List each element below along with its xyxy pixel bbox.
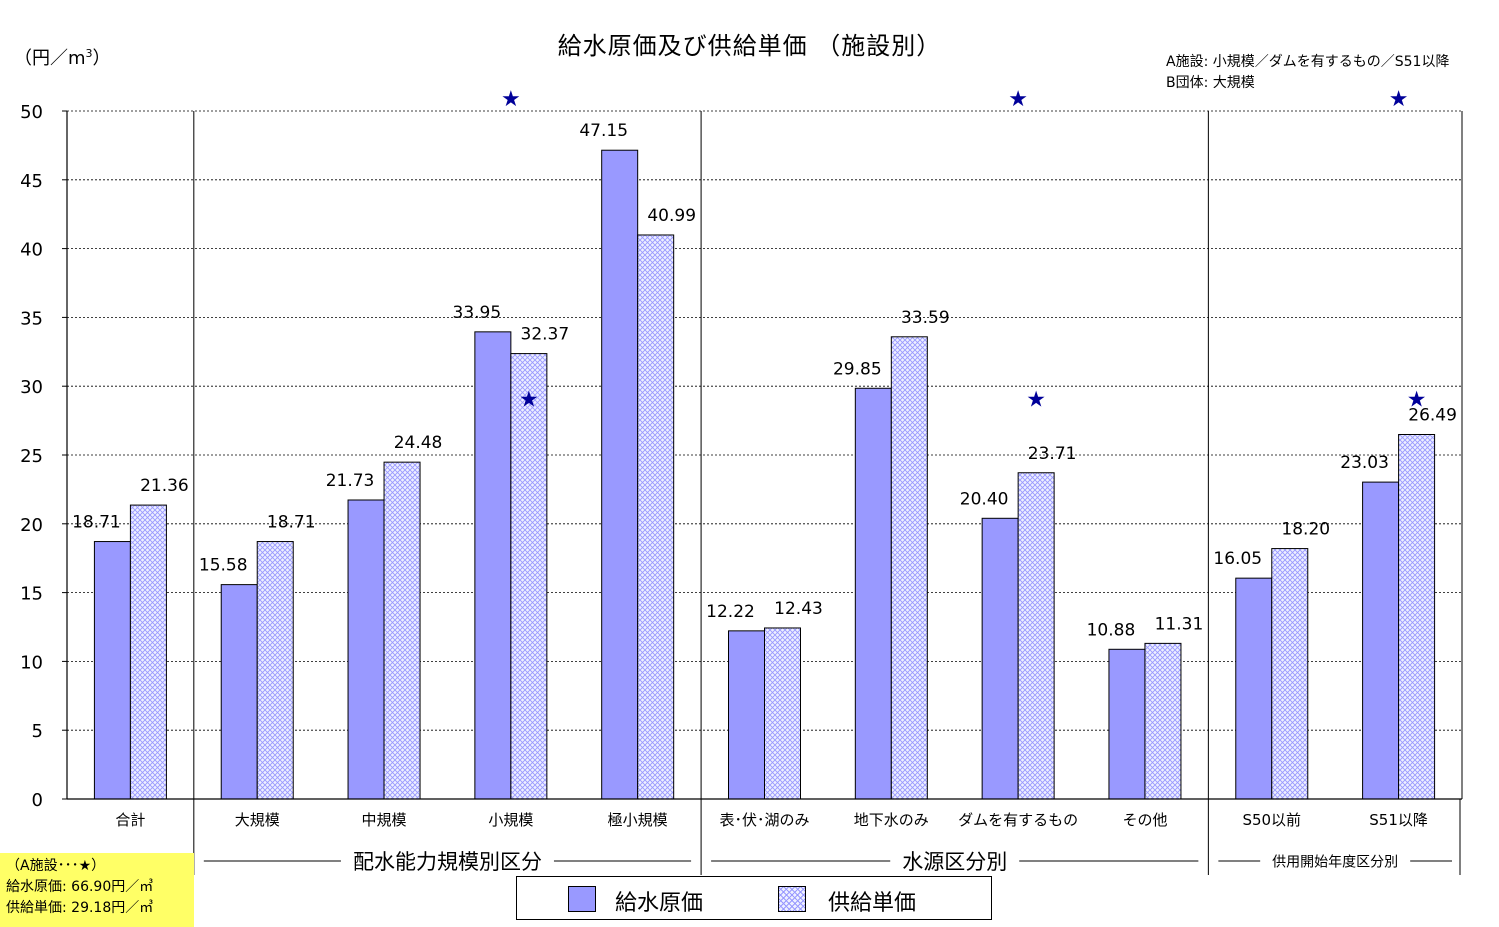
x-tick-label: ダムを有するもの <box>958 811 1078 829</box>
annotation-a-price: 供給単価: 29.18円／㎥ <box>6 900 154 916</box>
y-unit-superscript: 3 <box>85 47 93 60</box>
group-label: 供用開始年度区分別 <box>1272 855 1398 871</box>
x-tick-label: 地下水のみ <box>854 811 929 829</box>
legend-label-price: 供給単価 <box>828 891 917 916</box>
legend-label-cost: 給水原価 <box>615 891 704 916</box>
data-label-price: 12.43 <box>774 599 823 619</box>
y-tick-label: 45 <box>20 171 43 192</box>
x-tick-label: S50以前 <box>1242 811 1301 829</box>
bar-cost <box>601 149 639 800</box>
data-label-price: 23.71 <box>1028 444 1077 464</box>
chart-title: 給水原価及び供給単価 （施設別） <box>557 32 942 60</box>
bar-cost <box>981 517 1019 800</box>
y-tick-label: 15 <box>20 584 43 605</box>
y-tick-label: 10 <box>20 652 43 673</box>
bar-cost <box>474 331 512 800</box>
data-label-cost: 33.95 <box>453 303 502 323</box>
star-marker: ★ <box>1026 387 1046 412</box>
bar-cost <box>1108 648 1146 800</box>
data-label-price: 18.71 <box>267 513 316 533</box>
data-label-cost: 20.40 <box>960 489 1009 509</box>
star-markers: ★ ★ ★ ★ ★ ★ <box>501 87 1426 412</box>
group-label: 配水能力規模別区分 <box>353 850 542 874</box>
data-label-price: 24.48 <box>394 433 443 453</box>
data-label-cost: 12.22 <box>706 602 755 622</box>
bar-cost <box>854 387 892 800</box>
x-axis: 合計 大規模 中規模 小規模 極小規模 表･伏･湖のみ 地下水のみ ダムを有するもの その他 S5… <box>67 111 1462 875</box>
y-axis: 0 5 10 15 20 25 30 35 40 45 50 <box>20 102 1463 811</box>
y-tick-label: 5 <box>32 721 43 742</box>
bar-price <box>256 541 294 800</box>
data-label-price: 18.20 <box>1281 520 1330 540</box>
bar-price <box>764 627 801 800</box>
bar-cost <box>93 541 131 800</box>
x-tick-label: 小規模 <box>488 811 533 829</box>
x-tick-label: S51以降 <box>1369 811 1428 829</box>
bar-price <box>890 336 928 800</box>
x-tick-label: 合計 <box>115 811 145 829</box>
star-marker-offscale: ★ <box>1008 87 1028 112</box>
y-tick-label: 40 <box>20 240 43 261</box>
star-marker-offscale: ★ <box>1389 87 1409 112</box>
legend-swatch-cost <box>568 886 596 912</box>
y-tick-label: 30 <box>20 377 43 398</box>
bar-price <box>1017 472 1055 800</box>
annotation-line-b: B団体: 大規模 <box>1166 75 1255 91</box>
bar-cost <box>728 630 765 800</box>
y-unit-close: ） <box>92 48 111 69</box>
bar-price <box>1398 433 1436 800</box>
y-tick-label: 35 <box>20 308 43 329</box>
bar-price <box>1271 548 1309 800</box>
data-label-price: 32.37 <box>521 325 570 345</box>
data-label-price: 11.31 <box>1155 614 1204 634</box>
bar-price <box>510 353 548 800</box>
x-tick-label: 表･伏･湖のみ <box>719 811 809 829</box>
bar-price <box>637 234 675 800</box>
x-tick-label: 中規模 <box>362 811 407 829</box>
data-label-price: 26.49 <box>1408 405 1457 425</box>
y-unit-text: （円／m <box>14 48 86 69</box>
annotation-a-heading: （A施設･･･★） <box>6 858 106 874</box>
bar-cost <box>1362 481 1400 800</box>
bar-price <box>129 504 167 800</box>
y-tick-label: 25 <box>20 446 43 467</box>
legend-swatch-price <box>778 886 806 912</box>
y-tick-label: 0 <box>32 790 43 811</box>
x-tick-label: その他 <box>1122 811 1167 829</box>
star-marker: ★ <box>519 387 539 412</box>
data-label-cost: 18.71 <box>72 513 121 533</box>
bar-cost <box>220 584 258 800</box>
bar-cost <box>1235 577 1273 800</box>
data-label-cost: 16.05 <box>1213 549 1262 569</box>
data-label-cost: 15.58 <box>199 556 248 576</box>
data-label-price: 33.59 <box>901 308 950 328</box>
legend: 給水原価 供給単価 <box>516 876 992 920</box>
annotation-line-a: A施設: 小規模／ダムを有するもの／S51以降 <box>1166 54 1450 70</box>
annotation-a-cost: 給水原価: 66.90円／㎥ <box>6 879 154 895</box>
y-axis-unit: （円／m3） <box>14 44 111 70</box>
star-marker-offscale: ★ <box>501 87 521 112</box>
y-tick-label: 50 <box>20 102 43 123</box>
annotation-right: A施設: 小規模／ダムを有するもの／S51以降 B団体: 大規模 <box>1166 52 1449 94</box>
data-label-cost: 10.88 <box>1087 620 1136 640</box>
group-label: 水源区分別 <box>902 850 1007 874</box>
star-marker: ★ <box>1407 387 1427 412</box>
annotation-a-facility-box: （A施設･･･★） 給水原価: 66.90円／㎥ 供給単価: 29.18円／㎥ <box>0 853 194 927</box>
data-label-cost: 21.73 <box>326 471 375 491</box>
y-tick-label: 20 <box>20 515 43 536</box>
data-label-cost: 47.15 <box>579 121 628 141</box>
data-label-cost: 29.85 <box>833 359 882 379</box>
bar-series <box>93 149 1436 800</box>
bar-price <box>383 461 421 800</box>
data-labels: 18.71 21.36 15.58 18.71 21.73 24.48 33.95 32.37… <box>72 121 1457 640</box>
data-label-cost: 23.03 <box>1340 453 1389 473</box>
data-label-price: 40.99 <box>647 206 696 226</box>
data-label-price: 21.36 <box>140 476 189 496</box>
bar-cost <box>347 499 385 800</box>
bar-price <box>1144 642 1182 800</box>
x-tick-label: 極小規模 <box>608 811 668 829</box>
x-tick-label: 大規模 <box>235 811 280 829</box>
